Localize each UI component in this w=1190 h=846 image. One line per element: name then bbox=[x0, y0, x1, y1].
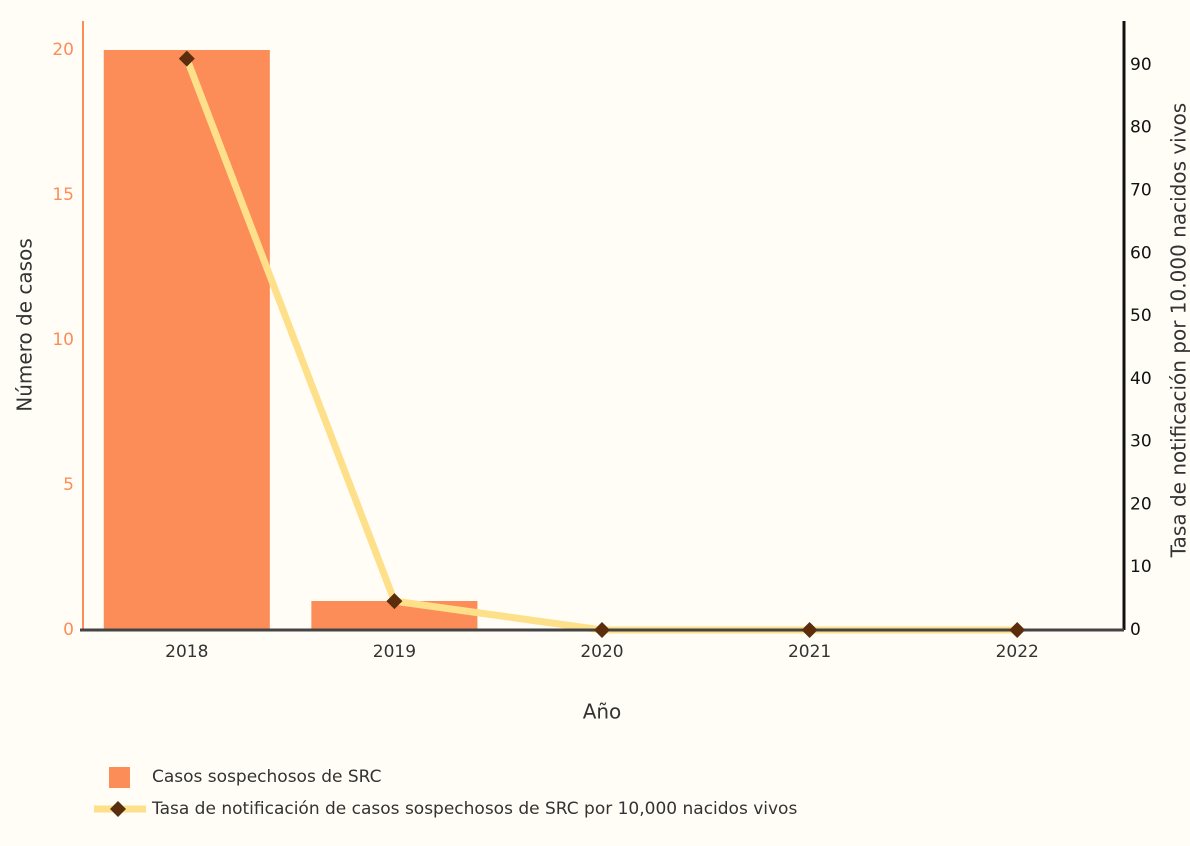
legend-label: Casos sospechosos de SRC bbox=[152, 767, 382, 787]
y-axis-title: Número de casos bbox=[13, 238, 37, 412]
x-tick-label: 2021 bbox=[788, 642, 831, 662]
marker bbox=[801, 622, 818, 638]
y2-tick-label: 60 bbox=[1130, 243, 1152, 263]
legend-marker bbox=[110, 801, 126, 817]
y2-tick-label: 20 bbox=[1130, 494, 1152, 514]
x-axis-title: Año bbox=[583, 700, 622, 724]
y2-tick-label: 50 bbox=[1130, 306, 1152, 326]
y-tick-label: 0 bbox=[63, 620, 74, 640]
y2-axis-title: Tasa de notificación por 10.000 nacidos … bbox=[1167, 103, 1190, 558]
y2-tick-label: 80 bbox=[1130, 118, 1152, 138]
y-tick-label: 15 bbox=[52, 185, 74, 205]
y-tick-label: 5 bbox=[63, 475, 74, 495]
y2-tick-label: 90 bbox=[1130, 55, 1152, 75]
y2-tick-label: 40 bbox=[1130, 369, 1152, 389]
bar bbox=[103, 50, 270, 630]
x-tick-label: 2018 bbox=[165, 642, 208, 662]
x-tick-label: 2020 bbox=[580, 642, 623, 662]
y2-tick-label: 0 bbox=[1130, 620, 1141, 640]
marker bbox=[594, 622, 610, 638]
marker bbox=[178, 50, 195, 67]
x-tick-label: 2019 bbox=[373, 642, 416, 662]
x-tick-label: 2022 bbox=[996, 642, 1039, 662]
legend-label: Tasa de notificación de casos sospechoso… bbox=[151, 799, 797, 819]
y-tick-label: 20 bbox=[52, 40, 74, 60]
y-tick-label: 10 bbox=[52, 330, 74, 350]
marker bbox=[1009, 622, 1026, 638]
y2-tick-label: 10 bbox=[1130, 557, 1152, 577]
y2-tick-label: 70 bbox=[1130, 181, 1152, 201]
legend-swatch bbox=[109, 767, 130, 788]
y2-tick-label: 30 bbox=[1130, 432, 1152, 452]
marker bbox=[386, 593, 403, 610]
